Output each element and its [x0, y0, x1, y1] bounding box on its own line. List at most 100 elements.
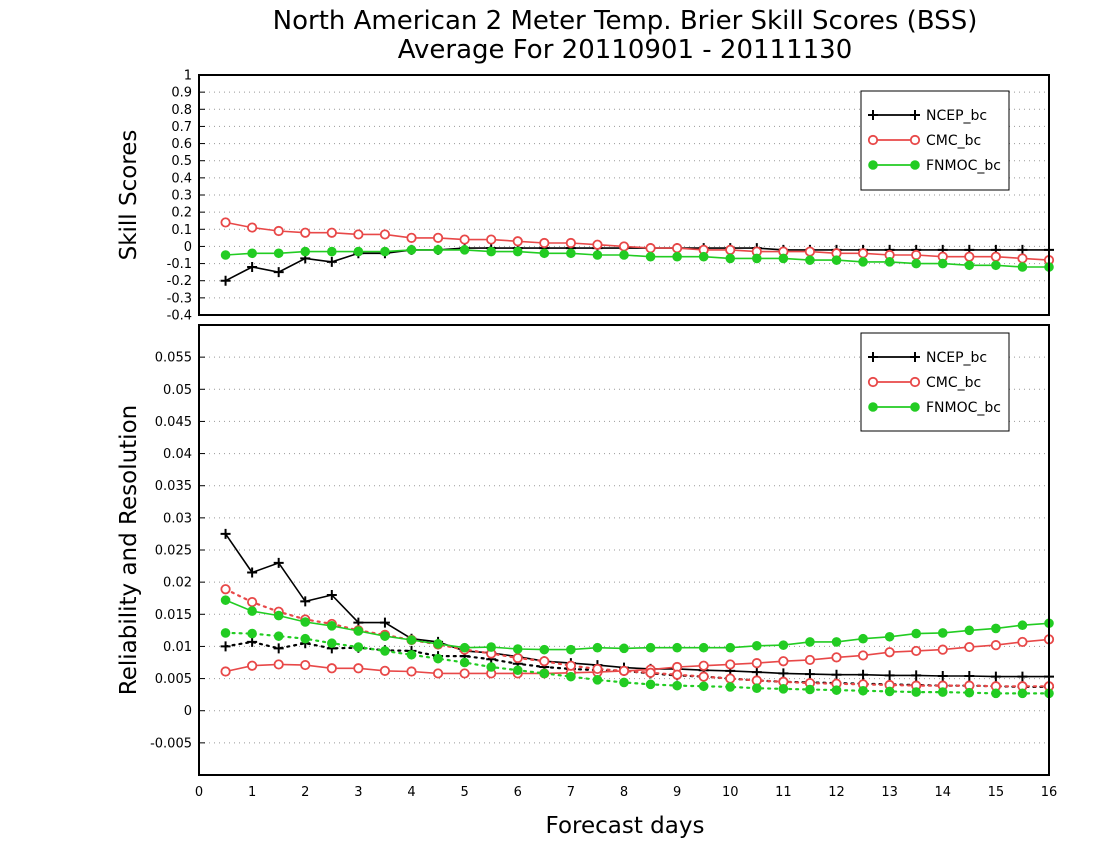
series-ncep-bc: [220, 243, 1054, 286]
legend: NCEP_bc CMC_bc FNMOC_bc: [860, 332, 1010, 432]
data-point: [220, 628, 231, 638]
data-point: [725, 673, 736, 684]
legend-marker: [910, 402, 920, 412]
data-point: [380, 246, 390, 257]
y-tick-label: 0.2: [171, 206, 192, 221]
data-point: [619, 643, 629, 654]
data-point: [725, 659, 736, 670]
series-line: [225, 247, 1049, 282]
x-tick-label: 9: [673, 785, 681, 800]
y-tick-label: 0.005: [155, 672, 192, 687]
data-point: [300, 659, 311, 671]
data-point: [884, 670, 895, 681]
data-point: [247, 660, 258, 671]
data-point: [991, 688, 1001, 699]
legend-label: CMC_bc: [926, 375, 981, 391]
x-tick-label: 8: [620, 785, 628, 800]
data-point: [220, 584, 231, 595]
data-point: [220, 666, 231, 677]
data-point: [698, 642, 709, 653]
x-axis-label: Forecast days: [546, 813, 705, 839]
data-point: [990, 640, 1001, 651]
data-point: [778, 684, 789, 694]
data-point: [990, 671, 1001, 682]
data-point: [805, 684, 815, 695]
y-tick-label: 0.02: [163, 576, 192, 591]
y-tick-label: 0.045: [155, 415, 192, 430]
data-point: [433, 653, 443, 664]
data-point: [964, 687, 975, 698]
data-point: [273, 659, 284, 670]
y-tick-label: -0.4: [167, 309, 192, 324]
data-point: [273, 631, 284, 641]
data-point: [459, 657, 470, 668]
data-point: [326, 256, 337, 267]
data-point: [220, 217, 231, 228]
data-point: [672, 642, 682, 653]
y-tick-label: 0.025: [155, 544, 192, 559]
data-point: [566, 248, 576, 259]
y-tick-label: 0.05: [163, 383, 192, 398]
y-tick-label: 0: [184, 704, 192, 719]
data-point: [778, 640, 789, 650]
data-point: [247, 596, 258, 608]
legend-marker: [910, 110, 920, 120]
data-point: [459, 668, 470, 679]
data-point: [486, 642, 496, 652]
data-point: [432, 668, 444, 679]
data-point: [247, 636, 258, 647]
data-point: [672, 243, 683, 254]
legend-entry-cmc-bc: CMC_bc: [867, 133, 981, 149]
x-tick-label: 11: [775, 785, 792, 800]
data-point: [326, 663, 337, 674]
series-line: [225, 599, 1050, 651]
data-point: [539, 656, 550, 667]
series-cmc-bc: [220, 217, 1055, 266]
data-point: [884, 257, 895, 267]
data-point: [831, 255, 842, 265]
data-point: [406, 649, 417, 660]
data-point: [512, 652, 523, 664]
y-axis-label: Reliability and Resolution: [116, 405, 142, 695]
legend-entry-ncep-bc: NCEP_bc: [868, 108, 987, 124]
legend-label: FNMOC_bc: [926, 400, 1001, 416]
data-point: [831, 637, 842, 647]
data-point: [911, 670, 922, 681]
data-point: [433, 245, 443, 255]
data-point: [406, 635, 417, 645]
data-point: [698, 660, 709, 671]
legend: NCEP_bc CMC_bc FNMOC_bc: [860, 90, 1010, 191]
data-point: [964, 251, 975, 262]
plot-frame: [198, 74, 1050, 316]
legend-marker: [868, 402, 878, 412]
y-tick-label: -0.005: [150, 736, 192, 751]
data-point: [327, 246, 337, 257]
data-point: [432, 232, 444, 243]
data-point: [1017, 671, 1028, 682]
x-tick-label: 3: [354, 785, 362, 800]
y-tick-label: -0.3: [167, 291, 192, 306]
data-point: [592, 675, 603, 685]
series-line: [225, 249, 1049, 268]
y-tick-label: -0.2: [167, 274, 192, 289]
reliability-resolution-panel: 0.055 0.05 0.045 0.04 0.035 0.03 0.025 0.02 0.01…: [116, 324, 1055, 776]
data-point: [725, 682, 736, 692]
data-point: [459, 234, 470, 245]
data-point: [937, 258, 948, 269]
data-point: [326, 590, 337, 600]
y-tick-label: 0.4: [171, 171, 192, 186]
data-point: [220, 250, 231, 260]
series-fnmoc-bc: [220, 595, 1054, 655]
series-fnmoc-bc: [220, 245, 1054, 272]
data-point: [273, 610, 284, 621]
data-point: [565, 660, 576, 671]
series-line: [224, 533, 1049, 678]
data-point: [247, 248, 257, 259]
data-point: [752, 683, 762, 694]
series-fnmoc-bc-dotted: [220, 628, 1054, 699]
series-cmc-bc: [220, 634, 1055, 679]
series-line: [224, 631, 1051, 695]
data-point: [539, 248, 550, 259]
data-point: [964, 625, 975, 636]
y-tick-label: 1: [184, 69, 192, 84]
